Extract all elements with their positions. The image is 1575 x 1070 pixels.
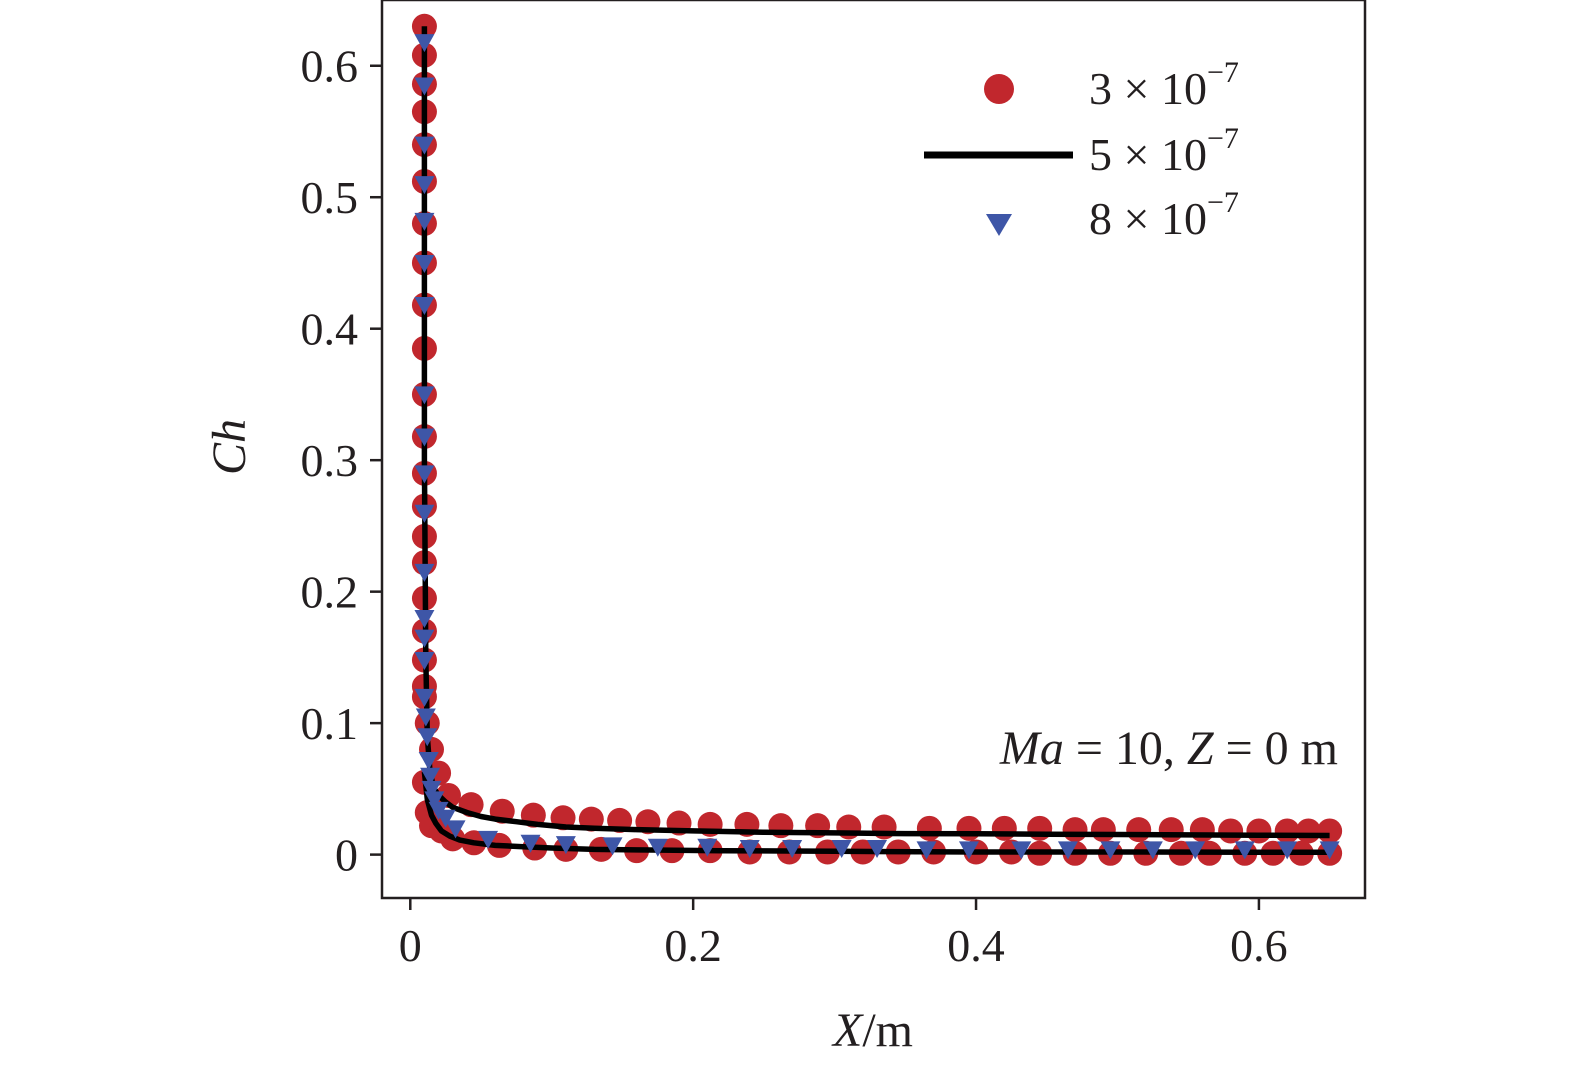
data-point-triangle bbox=[414, 254, 435, 273]
legend-label-series-1: 3 × 10−7 bbox=[1089, 56, 1239, 114]
data-point-triangle bbox=[647, 838, 668, 857]
data-point-triangle bbox=[414, 609, 435, 628]
data-point-triangle bbox=[1319, 841, 1340, 860]
data-point-circle bbox=[1090, 817, 1116, 843]
data-point-circle bbox=[1246, 818, 1272, 844]
y-tick-label: 0.4 bbox=[301, 304, 359, 355]
data-line-lower bbox=[421, 771, 1330, 855]
data-point-triangle bbox=[1057, 841, 1078, 860]
data-point-triangle bbox=[867, 840, 888, 859]
data-point-circle bbox=[411, 13, 437, 39]
plot-area bbox=[411, 13, 1343, 866]
x-tick-label: 0.2 bbox=[664, 920, 722, 971]
data-point-circle bbox=[956, 815, 982, 841]
legend-marker-triangle bbox=[986, 214, 1012, 236]
data-point-triangle bbox=[414, 136, 435, 155]
data-point-triangle bbox=[782, 840, 803, 859]
condition-annotation: Ma = 10, Z = 0 m bbox=[999, 722, 1338, 775]
x-tick-label: 0 bbox=[399, 920, 422, 971]
y-tick-label: 0.6 bbox=[301, 41, 359, 92]
data-point-circle bbox=[1158, 817, 1184, 843]
y-axis-ticks: 0 0.1 0.2 0.3 0.4 0.5 0.6 bbox=[301, 41, 382, 881]
data-point-triangle bbox=[414, 563, 435, 582]
data-point-triangle bbox=[414, 629, 435, 648]
y-tick-label: 0 bbox=[335, 830, 358, 881]
data-point-triangle bbox=[420, 767, 441, 786]
series-triangles bbox=[414, 34, 1340, 860]
y-tick-label: 0.1 bbox=[301, 698, 359, 749]
legend-marker-circle bbox=[984, 74, 1014, 104]
y-tick-label: 0.5 bbox=[301, 172, 359, 223]
data-point-triangle bbox=[414, 688, 435, 707]
data-point-circle bbox=[991, 815, 1017, 841]
data-point-circle bbox=[1189, 817, 1215, 843]
data-point-triangle bbox=[414, 212, 435, 231]
legend-label-series-2: 5 × 10−7 bbox=[1089, 122, 1239, 180]
data-point-triangle bbox=[435, 809, 456, 828]
data-point-triangle bbox=[916, 841, 937, 860]
data-point-triangle bbox=[414, 77, 435, 96]
data-point-triangle bbox=[1142, 841, 1163, 860]
data-point-triangle bbox=[831, 840, 852, 859]
data-point-triangle bbox=[414, 176, 435, 195]
x-axis-title: X/m bbox=[831, 1004, 913, 1057]
data-point-triangle bbox=[697, 838, 718, 857]
x-tick-label: 0.4 bbox=[947, 920, 1005, 971]
data-point-triangle bbox=[414, 652, 435, 671]
data-point-triangle bbox=[1277, 841, 1298, 860]
data-point-triangle bbox=[445, 820, 466, 839]
data-point-circle bbox=[1027, 815, 1053, 841]
data-point-triangle bbox=[958, 841, 979, 860]
data-point-triangle bbox=[414, 465, 435, 484]
data-point-triangle bbox=[739, 840, 760, 859]
data-point-triangle bbox=[414, 428, 435, 447]
y-tick-label: 0.2 bbox=[301, 567, 359, 618]
data-point-triangle bbox=[421, 780, 442, 799]
data-point-triangle bbox=[1100, 841, 1121, 860]
data-point-circle bbox=[1126, 817, 1152, 843]
data-point-triangle bbox=[418, 751, 439, 770]
y-axis-title: Ch bbox=[203, 419, 256, 475]
plot-frame bbox=[380, 0, 1367, 900]
data-point-triangle bbox=[414, 297, 435, 316]
data-point-triangle bbox=[602, 837, 623, 856]
data-point-triangle bbox=[414, 386, 435, 405]
data-point-circle bbox=[916, 815, 942, 841]
data-point-triangle bbox=[1234, 841, 1255, 860]
y-tick-label: 0.3 bbox=[301, 435, 359, 486]
data-point-triangle bbox=[520, 834, 541, 853]
data-point-circle bbox=[1317, 818, 1343, 844]
data-point-triangle bbox=[414, 34, 435, 53]
data-point-triangle bbox=[478, 830, 499, 849]
data-point-triangle bbox=[417, 728, 438, 747]
data-point-circle bbox=[1062, 817, 1088, 843]
data-point-circle bbox=[1218, 818, 1244, 844]
data-point-triangle bbox=[1011, 841, 1032, 860]
data-point-triangle bbox=[555, 836, 576, 855]
legend: 3 × 10−7 5 × 10−7 8 × 10−7 bbox=[924, 56, 1239, 244]
data-point-triangle bbox=[415, 708, 436, 727]
data-point-triangle bbox=[424, 791, 445, 810]
data-point-triangle bbox=[414, 504, 435, 523]
legend-label-series-3: 8 × 10−7 bbox=[1089, 186, 1239, 244]
x-tick-label: 0.6 bbox=[1230, 920, 1288, 971]
x-axis-ticks: 0 0.2 0.4 0.6 bbox=[399, 898, 1288, 971]
data-point-triangle bbox=[1185, 841, 1206, 860]
